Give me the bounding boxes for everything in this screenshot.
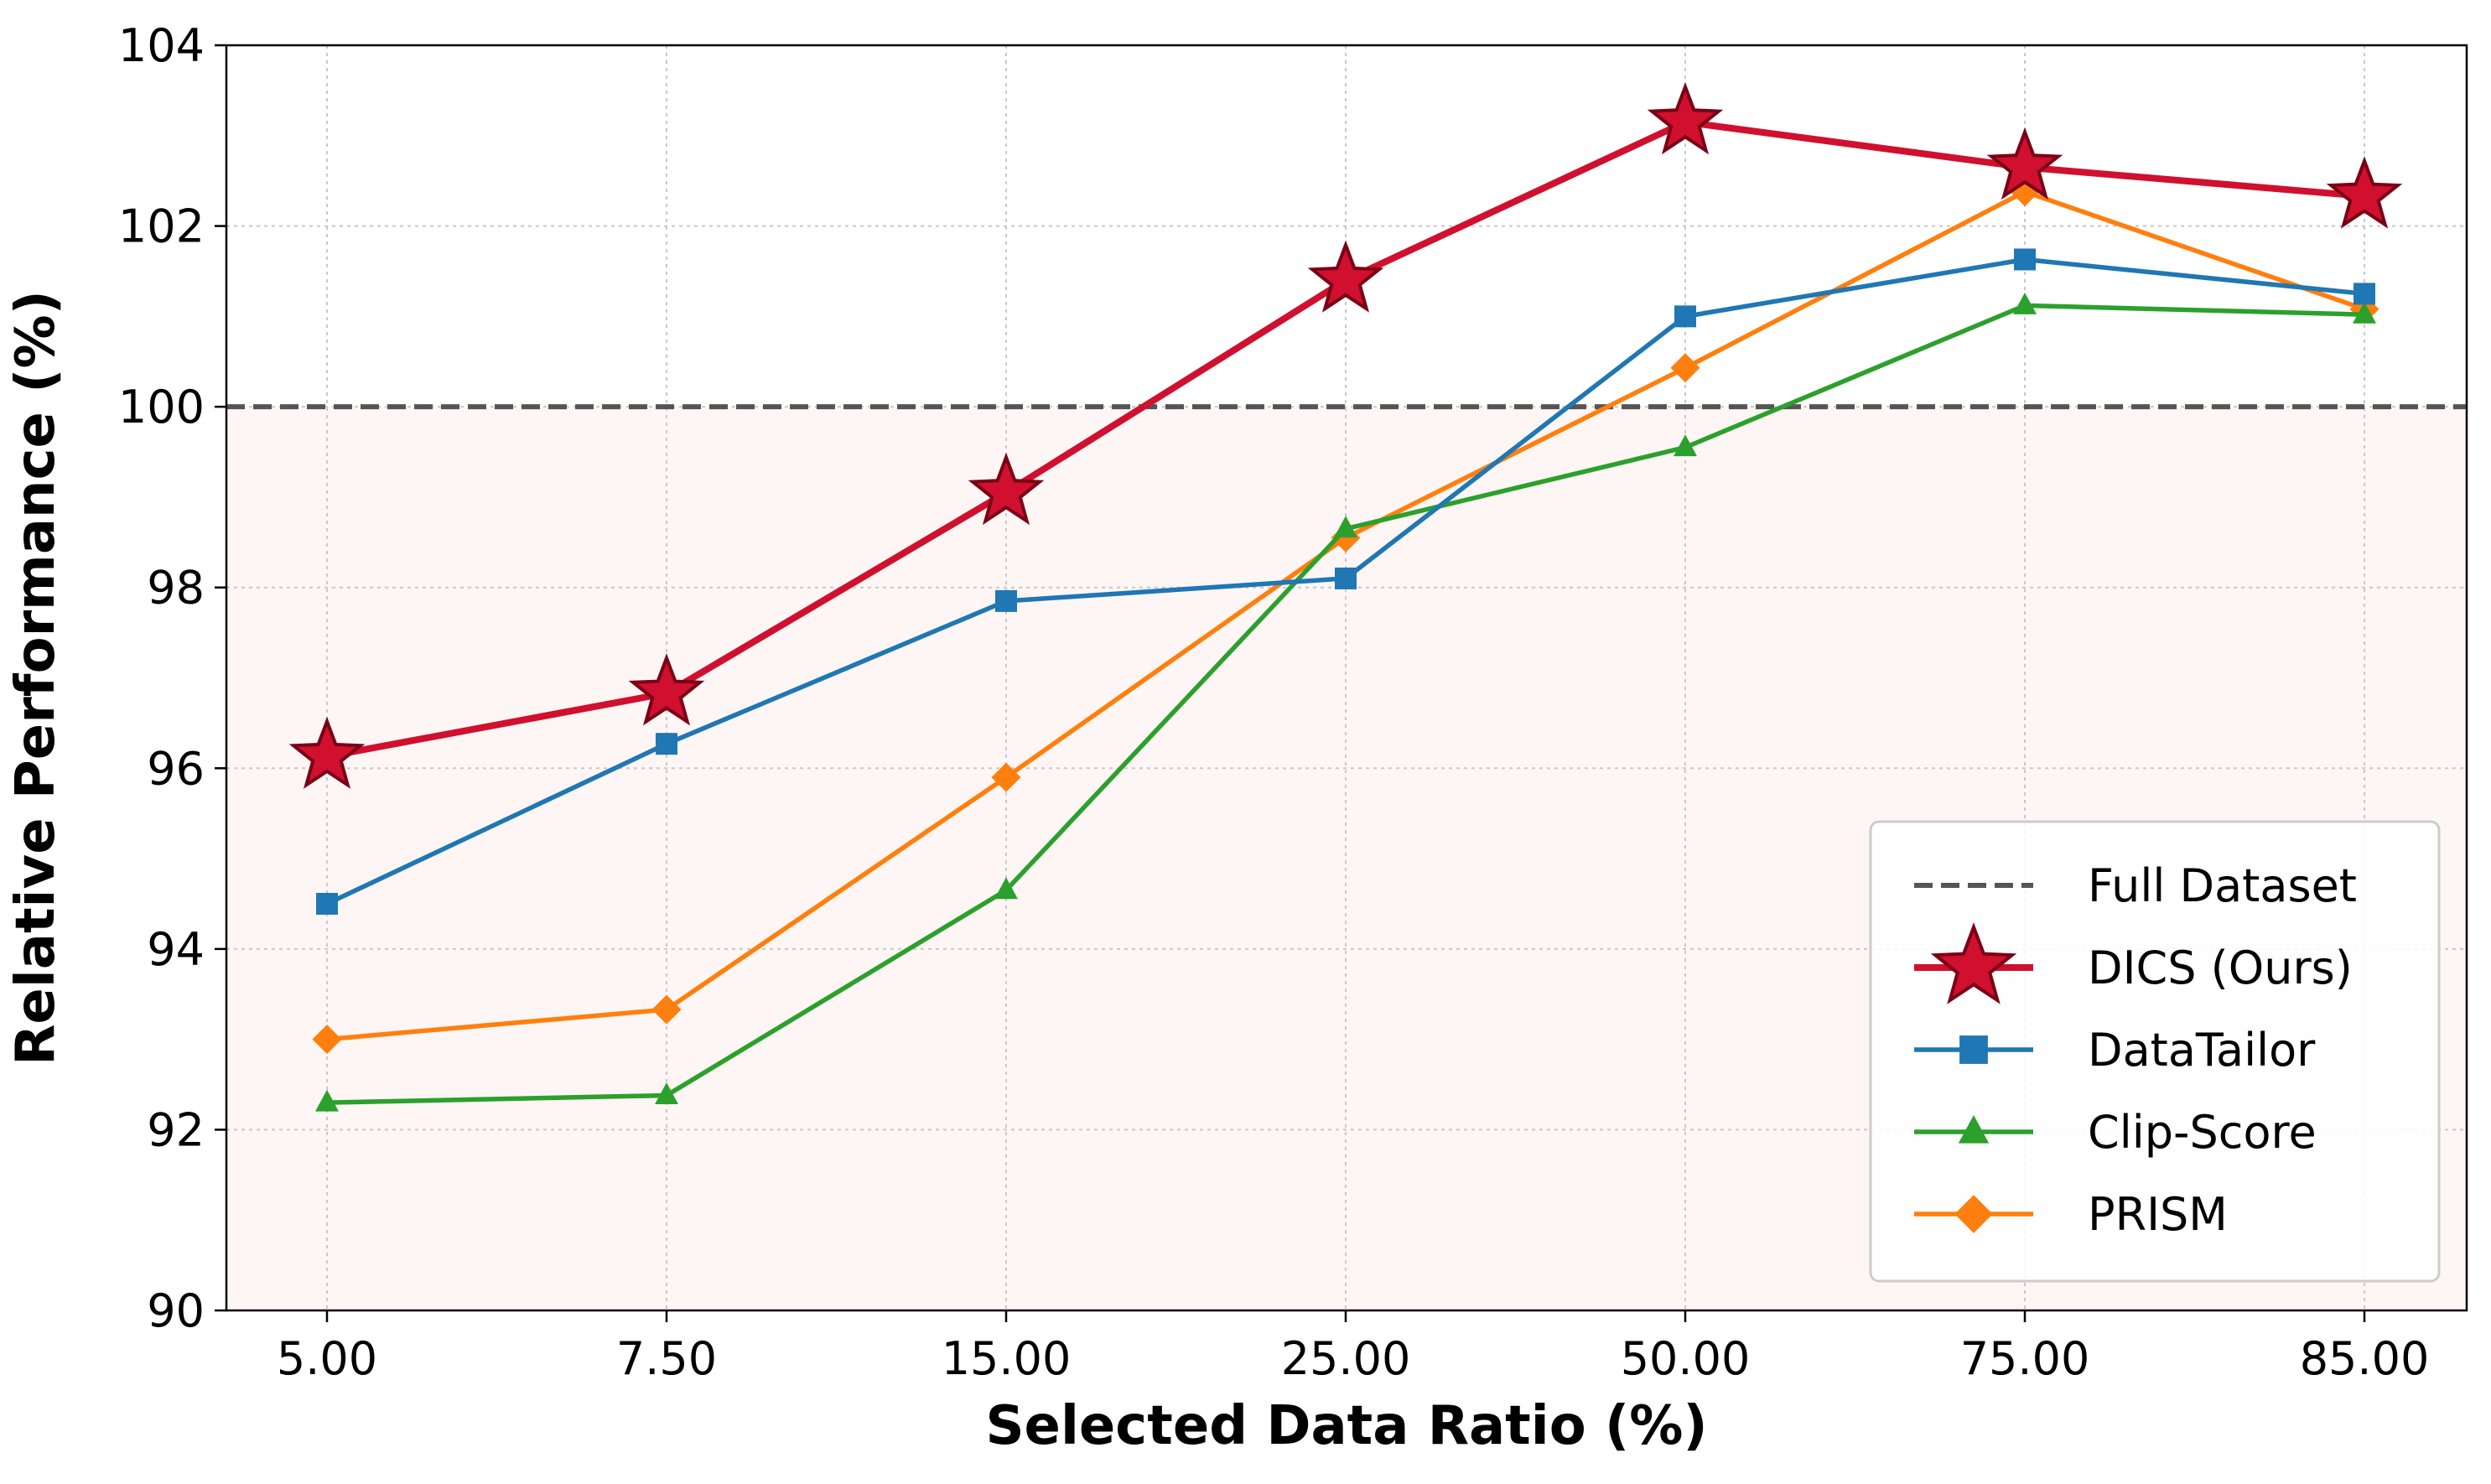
data-point-dics-ours [1647, 81, 1724, 155]
legend: Full Dataset DICS (Ours) DataTailor Clip-Sc… [1869, 820, 2441, 1283]
legend-box [1869, 820, 2441, 1283]
y-tick-label: 100 [118, 381, 205, 433]
legend-item-dics-ours: DICS (Ours) [1914, 921, 2353, 1004]
data-point-datatailor [316, 892, 338, 915]
x-tick-label: 50.00 [1621, 1332, 1751, 1385]
data-point-clip-score [2353, 301, 2376, 324]
data-point-prism [312, 1025, 342, 1055]
x-tick-label: 15.00 [942, 1332, 1072, 1385]
legend-swatch-marker [1958, 1114, 1990, 1144]
y-tick-label: 102 [118, 200, 205, 253]
y-axis: 90 92 94 96 98 100 102 104 [118, 19, 226, 1337]
y-tick-label: 94 [147, 923, 205, 976]
data-point-dics-ours [2326, 156, 2403, 229]
legend-item-prism: PRISM [1914, 1188, 2228, 1241]
legend-item-clip-score: Clip-Score [1914, 1106, 2317, 1159]
y-tick-label: 90 [147, 1284, 205, 1337]
series-layer [288, 81, 2403, 1112]
y-axis-title: Relative Performance (%) [5, 290, 67, 1066]
legend-item-datatailor: DataTailor [1914, 1024, 2316, 1077]
x-tick-label: 25.00 [1281, 1332, 1411, 1385]
data-point-prism [651, 994, 682, 1025]
x-tick-label: 85.00 [2300, 1332, 2430, 1385]
x-tick-label: 5.00 [277, 1332, 377, 1385]
legend-swatch-marker [1954, 1195, 1993, 1233]
series-prism [312, 177, 2379, 1055]
data-point-dics-ours [628, 653, 705, 726]
data-point-clip-score [1674, 434, 1697, 457]
data-point-dics-ours [1307, 240, 1384, 313]
data-point-prism [1670, 353, 1700, 383]
x-tick-label: 75.00 [1960, 1332, 2090, 1385]
x-axis-title: Selected Data Ratio (%) [985, 1395, 1707, 1457]
data-point-datatailor [1674, 305, 1696, 328]
data-point-dics-ours [288, 716, 366, 789]
y-tick-label: 98 [147, 562, 205, 615]
data-point-clip-score [994, 877, 1018, 900]
data-point-dics-ours [968, 452, 1045, 526]
legend-swatch-marker [1959, 1035, 1988, 1064]
legend-label: Clip-Score [2088, 1106, 2317, 1159]
data-point-datatailor [2014, 248, 2036, 271]
data-point-datatailor [2353, 283, 2375, 305]
data-point-clip-score [315, 1089, 339, 1112]
data-point-datatailor [1335, 567, 1357, 589]
series-clip-score [315, 293, 2376, 1112]
series-datatailor [316, 248, 2375, 915]
data-point-clip-score [2013, 293, 2037, 314]
legend-label: DICS (Ours) [2088, 942, 2353, 994]
data-point-datatailor [995, 589, 1017, 612]
x-axis: 5.00 7.50 15.00 25.00 50.00 75.00 85.00 [277, 1310, 2429, 1385]
legend-item-full-dataset: Full Dataset [1914, 859, 2357, 912]
legend-swatch-marker [1930, 921, 2017, 1004]
legend-label: PRISM [2088, 1188, 2228, 1241]
x-tick-label: 7.50 [616, 1332, 717, 1385]
y-tick-label: 92 [147, 1103, 205, 1156]
legend-label: DataTailor [2088, 1024, 2316, 1077]
data-point-prism [991, 762, 1021, 792]
y-tick-label: 104 [118, 19, 205, 72]
data-point-datatailor [656, 733, 677, 755]
data-point-clip-score [655, 1082, 678, 1104]
y-tick-label: 96 [147, 742, 205, 795]
data-point-dics-ours [1986, 127, 2063, 200]
legend-label: Full Dataset [2088, 859, 2357, 912]
series-dics-ours [288, 81, 2403, 789]
data-point-clip-score [1334, 516, 1357, 538]
